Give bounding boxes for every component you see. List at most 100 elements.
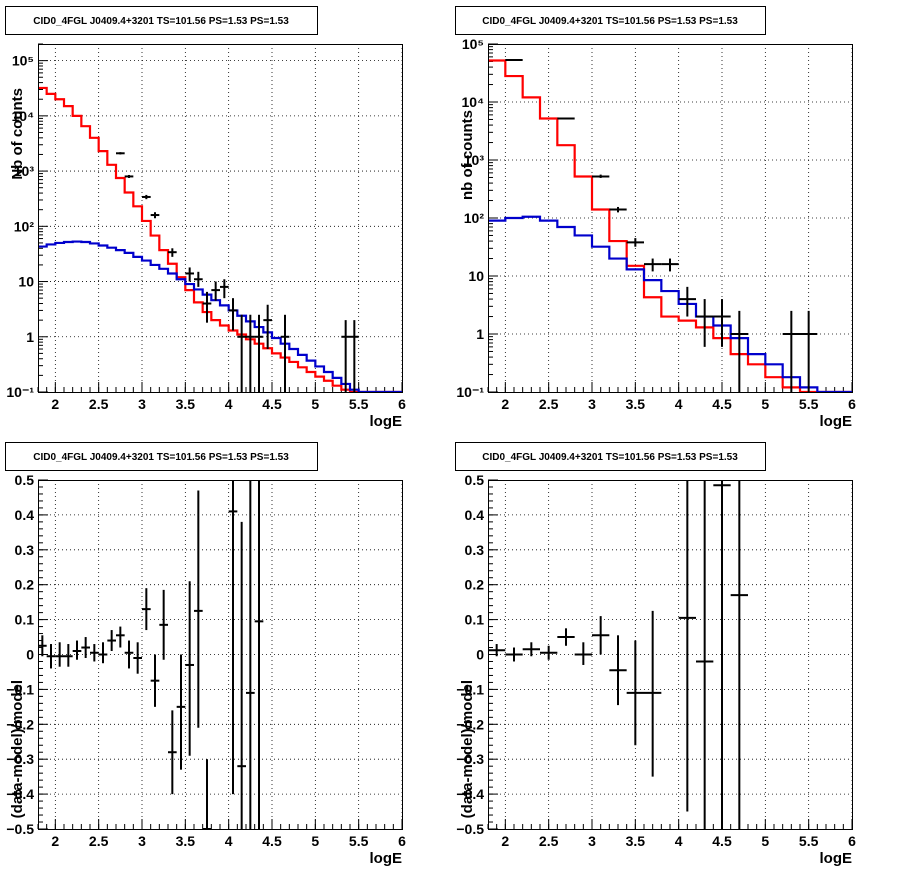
y-tick-label: 10⁻¹ — [456, 384, 484, 400]
chart-title: CID0_4FGL J0409.4+3201 TS=101.56 PS=1.53… — [33, 452, 289, 463]
chart-panel-1: CID0_4FGL J0409.4+3201 TS=101.56 PS=1.53… — [5, 6, 406, 430]
y-tick-label: −0.4 — [456, 786, 484, 802]
data-point — [116, 626, 125, 648]
data-point — [116, 152, 125, 155]
x-tick-label: 4 — [225, 833, 233, 849]
data-point — [237, 521, 246, 829]
x-tick-label: 4 — [225, 396, 233, 412]
x-tick-label: 6 — [848, 833, 856, 849]
plot-frame — [38, 44, 403, 393]
y-axis-title: nb of counts — [459, 110, 476, 200]
data-point — [782, 310, 800, 392]
x-tick-label: 3 — [588, 396, 596, 412]
y-tick-label: −0.1 — [6, 681, 34, 697]
y-tick-label: 0 — [476, 647, 484, 663]
y-tick-label: −0.3 — [456, 751, 484, 767]
x-tick-label: 3.5 — [176, 396, 196, 412]
x-axis-title: logE — [820, 413, 853, 430]
y-tick-label: 0.4 — [15, 507, 35, 523]
plot-frame — [488, 44, 853, 393]
plot-area — [38, 44, 402, 392]
data-point — [254, 480, 264, 829]
data-point — [341, 320, 350, 392]
data-point — [55, 642, 64, 667]
data-point — [540, 645, 558, 660]
plot-frame — [38, 480, 403, 830]
plot-frame — [488, 480, 853, 830]
data-point — [730, 310, 748, 392]
data-point — [350, 320, 359, 392]
data-point — [124, 174, 134, 178]
data-point — [64, 644, 73, 667]
data-point — [142, 588, 151, 631]
chart-panel-2: CID0_4FGL J0409.4+3201 TS=101.56 PS=1.53… — [455, 6, 856, 430]
x-tick-label: 5 — [761, 396, 769, 412]
data-point — [211, 281, 220, 301]
x-tick-label: 4.5 — [262, 833, 282, 849]
plot-area — [488, 44, 852, 392]
y-axis-title: (data-model)/model — [9, 680, 26, 818]
x-tick-label: 5.5 — [799, 833, 819, 849]
data-point — [38, 635, 47, 657]
x-tick-label: 3.5 — [626, 396, 646, 412]
x-tick-label: 6 — [398, 833, 406, 849]
data-point — [644, 258, 662, 272]
plot-area — [38, 480, 402, 829]
x-tick-label: 2 — [501, 833, 509, 849]
plot-contents — [38, 86, 402, 392]
y-tick-label: 0.5 — [465, 472, 485, 488]
data-point — [678, 286, 696, 317]
data-point — [713, 480, 731, 829]
data-point — [488, 644, 506, 657]
y-tick-label: 0.2 — [465, 577, 485, 593]
x-tick-label: 2 — [51, 833, 59, 849]
y-tick-label: −0.1 — [456, 681, 484, 697]
data-point — [609, 635, 627, 706]
chart-title: CID0_4FGL J0409.4+3201 TS=101.56 PS=1.53… — [482, 452, 738, 463]
data-point — [246, 314, 255, 392]
data-point — [800, 310, 818, 392]
data-point — [626, 238, 644, 247]
title-box — [5, 6, 318, 35]
data-point — [644, 610, 662, 777]
y-axis-title: Nb of counts — [9, 88, 26, 180]
x-tick-label: 2.5 — [539, 833, 559, 849]
x-axis-title: logE — [370, 850, 403, 867]
x-tick-label: 5.5 — [349, 833, 369, 849]
data-point — [592, 174, 610, 178]
y-tick-label: 10² — [14, 218, 35, 234]
chart-panel-4: CID0_4FGL J0409.4+3201 TS=101.56 PS=1.53… — [455, 442, 856, 867]
data-point — [124, 640, 134, 669]
x-tick-label: 4.5 — [712, 833, 732, 849]
y-tick-label: 0.4 — [465, 507, 485, 523]
x-tick-label: 5.5 — [349, 396, 369, 412]
data-point — [150, 212, 160, 219]
plot-contents — [488, 480, 748, 829]
y-tick-label: 10⁴ — [462, 94, 485, 110]
data-point — [202, 759, 212, 829]
x-tick-label: 5 — [311, 833, 319, 849]
data-point — [730, 480, 748, 829]
data-point — [237, 314, 246, 392]
data-point — [522, 642, 540, 657]
data-point — [505, 647, 523, 662]
data-point — [90, 644, 99, 662]
y-tick-label: 10⁴ — [12, 108, 35, 124]
x-tick-label: 4 — [675, 833, 683, 849]
x-tick-label: 3 — [138, 396, 146, 412]
y-tick-label: 0.1 — [465, 612, 485, 628]
y-tick-label: 0.5 — [15, 472, 35, 488]
data-point — [176, 654, 186, 770]
y-tick-label: 1 — [476, 326, 484, 342]
data-point — [626, 640, 644, 746]
y-tick-label: −0.3 — [6, 751, 34, 767]
chart-title: CID0_4FGL J0409.4+3201 TS=101.56 PS=1.53… — [33, 16, 289, 27]
data-point — [107, 630, 116, 652]
title-box — [455, 6, 766, 35]
data-point — [72, 640, 82, 660]
data-point — [592, 616, 610, 655]
series-line-2 — [38, 240, 402, 392]
data-point — [150, 654, 160, 707]
data-point — [263, 304, 272, 350]
